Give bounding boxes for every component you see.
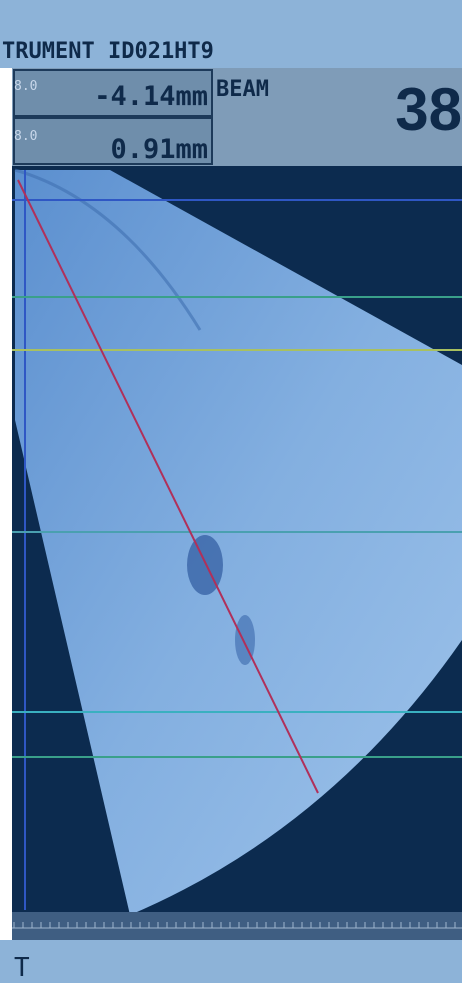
reading-box — [13, 117, 213, 165]
echo-band — [14, 168, 202, 331]
instrument-title: TRUMENT ID021HT9 — [2, 39, 214, 64]
gain-label: 8.0 — [14, 79, 37, 94]
reading-box — [13, 69, 213, 117]
reading-value: -4.14mm — [94, 81, 208, 112]
gain-label: 8.0 — [14, 129, 37, 144]
title-bar — [0, 0, 462, 68]
beam-value: 38 — [395, 76, 462, 143]
scale-ticks — [12, 922, 462, 929]
beam-line — [17, 179, 319, 794]
reading-value: 0.91mm — [110, 134, 208, 165]
left-margin — [0, 68, 12, 940]
sector-scan — [15, 170, 462, 915]
beam-label: BEAM — [216, 77, 269, 102]
footer-bar — [0, 940, 462, 983]
scale-strip — [12, 912, 462, 940]
footer-text: T — [14, 953, 30, 983]
